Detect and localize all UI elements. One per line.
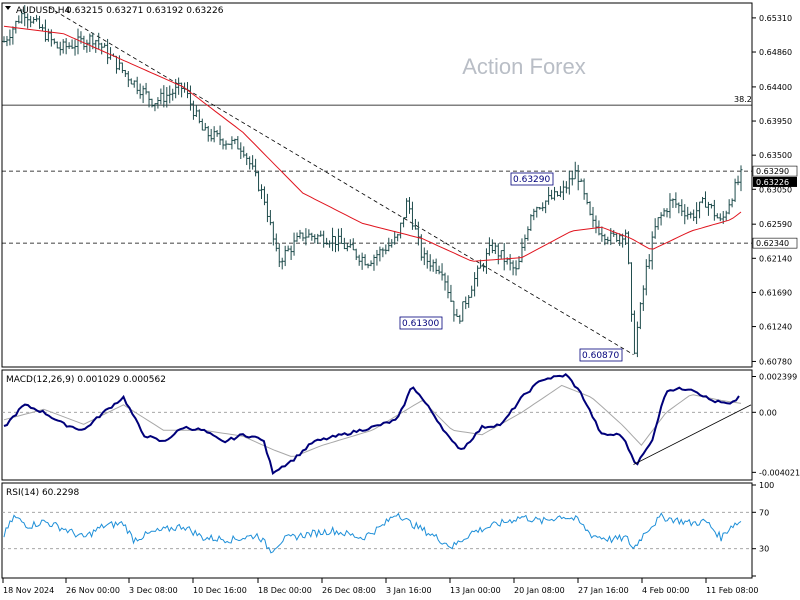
price-tick-label: 0.63050	[759, 185, 792, 194]
current-price-tag	[753, 176, 797, 187]
rsi-tick-label: 70	[759, 508, 769, 517]
rsi-panel-frame	[1, 482, 753, 579]
x-tick-label: 11 Feb 08:00	[706, 586, 758, 595]
menu-triangle-icon[interactable]	[5, 6, 11, 10]
price-tick-label: 0.62590	[759, 220, 792, 229]
level-axis-tag-0	[752, 165, 798, 177]
price-panel-frame	[1, 2, 753, 368]
rsi-panel[interactable]: RSI(14) 60.2298	[1, 482, 753, 579]
ohlc-readout: 0.63215 0.63271 0.63192 0.63226	[66, 6, 224, 16]
rsi-tick-label: 100	[759, 481, 774, 490]
annotation-label-2: 0.60870	[582, 351, 619, 361]
axis-layer: 0.65310 0.64860 0.64400 0.63950 0.63500 0.630…	[2, 14, 800, 595]
annotation-label-0: 0.63290	[513, 175, 550, 185]
price-tick-label: 0.60780	[759, 357, 792, 366]
price-tick-label: 0.61240	[759, 323, 792, 332]
x-tick-label: 26 Dec 08:00	[322, 586, 376, 595]
watermark: Action Forex	[462, 54, 586, 79]
macd-panel-frame	[1, 369, 753, 481]
x-tick-label: 4 Feb 00:00	[642, 586, 689, 595]
x-tick-label: 18 Dec 00:00	[258, 586, 312, 595]
price-trendline	[48, 6, 634, 355]
macd-label: MACD(12,26,9) 0.001029 0.000562	[6, 375, 166, 385]
price-tick-label: 0.63950	[759, 117, 792, 126]
level-axis-label-0: 0.63290	[756, 167, 789, 176]
rsi-label: RSI(14) 60.2298	[6, 488, 79, 498]
annotation-box-1	[399, 316, 443, 330]
current-price-label: 0.63226	[756, 178, 789, 187]
moving-average-line	[3, 25, 742, 262]
price-tick-label: 0.63500	[759, 151, 792, 160]
annotation-label-1: 0.61300	[402, 319, 439, 329]
price-tick-label: 0.65310	[759, 14, 792, 23]
x-tick-label: 26 Nov 00:00	[66, 586, 120, 595]
macd-tick-label: -0.004021	[759, 468, 800, 477]
price-panel[interactable]: Action Forex 38.2 0.63290 0.61300 0.60870 A…	[1, 2, 753, 368]
x-tick-label: 18 Nov 2024	[3, 586, 54, 595]
level-axis-label-1: 0.62340	[756, 239, 789, 248]
rsi-tick-label: 30	[759, 545, 769, 554]
x-tick-label: 3 Dec 08:00	[129, 586, 178, 595]
x-tick-label: 20 Jan 08:00	[514, 586, 565, 595]
level-axis-tag-1	[752, 237, 798, 249]
macd-trendline	[633, 404, 752, 465]
symbol-label: AUDUSD,H4	[16, 6, 71, 16]
macd-series-layer	[2, 373, 752, 475]
price-tick-label: 0.64860	[759, 48, 792, 57]
rsi-line	[3, 512, 742, 554]
macd-tick-label: 0.002399	[759, 372, 797, 381]
rsi-series-layer	[2, 511, 752, 554]
x-tick-label: 3 Jan 16:00	[386, 586, 432, 595]
macd-line	[3, 373, 740, 475]
price-tick-label: 0.61690	[759, 288, 792, 297]
price-tick-label: 0.62140	[759, 254, 792, 263]
x-tick-label: 10 Dec 16:00	[193, 586, 247, 595]
fibo-38-label: 38.2	[734, 95, 752, 104]
annotation-box-0	[510, 172, 554, 186]
annotation-box-2	[579, 348, 623, 362]
x-tick-label: 27 Jan 16:00	[578, 586, 629, 595]
price-tick-label: 0.64400	[759, 83, 792, 92]
macd-panel[interactable]: MACD(12,26,9) 0.001029 0.000562	[1, 369, 753, 481]
x-tick-label: 13 Jan 00:00	[450, 586, 501, 595]
macd-tick-label: 0.00	[759, 408, 777, 417]
price-series-layer: 38.2 0.63290 0.61300 0.60870	[2, 5, 752, 362]
macd-signal-line	[3, 384, 742, 457]
